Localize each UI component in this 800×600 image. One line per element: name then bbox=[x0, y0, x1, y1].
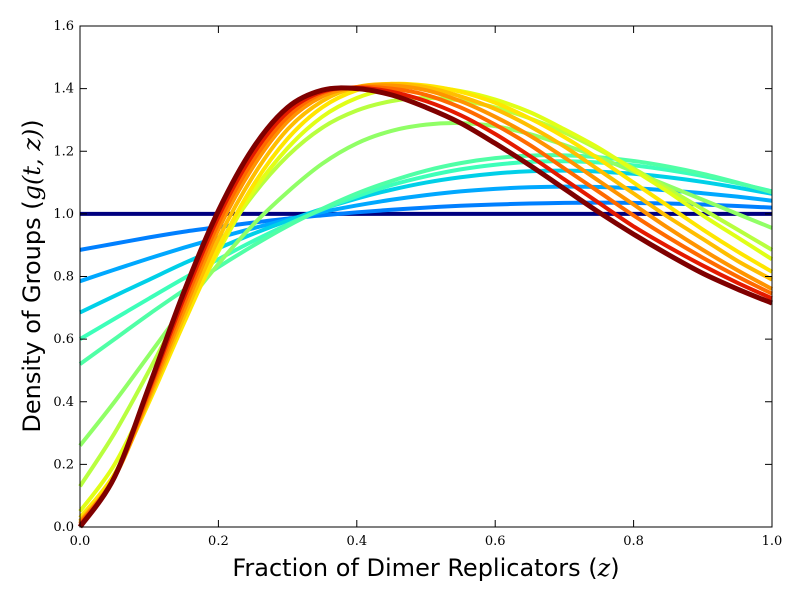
x-axis-title: Fraction of Dimer Replicators (z) bbox=[232, 554, 619, 582]
series-line-1 bbox=[79, 200, 773, 252]
x-tick-label: 0.0 bbox=[70, 534, 91, 549]
y-tick-label: 0.0 bbox=[53, 520, 74, 535]
series-lines bbox=[77, 81, 774, 529]
x-tick-label: 0.8 bbox=[623, 534, 644, 549]
series-line-14 bbox=[77, 85, 773, 529]
x-tick-label: 0.4 bbox=[346, 534, 367, 549]
y-tick-label: 0.8 bbox=[53, 270, 74, 285]
y-axis-title: Density of Groups (g(t, z)) bbox=[18, 119, 46, 432]
y-tick-label: 1.2 bbox=[53, 144, 74, 159]
x-tick-label: 0.2 bbox=[208, 534, 229, 549]
y-tick-label: 1.0 bbox=[53, 207, 74, 222]
y-tick-label: 0.2 bbox=[53, 457, 74, 472]
series-line-11 bbox=[78, 83, 773, 524]
axis-ticks: 0.0 0.2 0.4 0.6 0.8 1.0 0.0 0.2 0.4 0.6 0.8 1.0 1.2 1… bbox=[53, 19, 782, 549]
series-line-10 bbox=[78, 81, 773, 523]
x-tick-label: 1.0 bbox=[762, 534, 783, 549]
y-tick-label: 0.6 bbox=[53, 332, 74, 347]
series-line-12 bbox=[78, 84, 773, 526]
y-tick-label: 0.4 bbox=[53, 395, 74, 410]
y-tick-label: 1.6 bbox=[53, 19, 74, 34]
x-tick-label: 0.6 bbox=[485, 534, 506, 549]
series-line-3 bbox=[79, 168, 773, 315]
series-line-2 bbox=[79, 184, 773, 284]
y-tick-label: 1.4 bbox=[53, 82, 74, 97]
